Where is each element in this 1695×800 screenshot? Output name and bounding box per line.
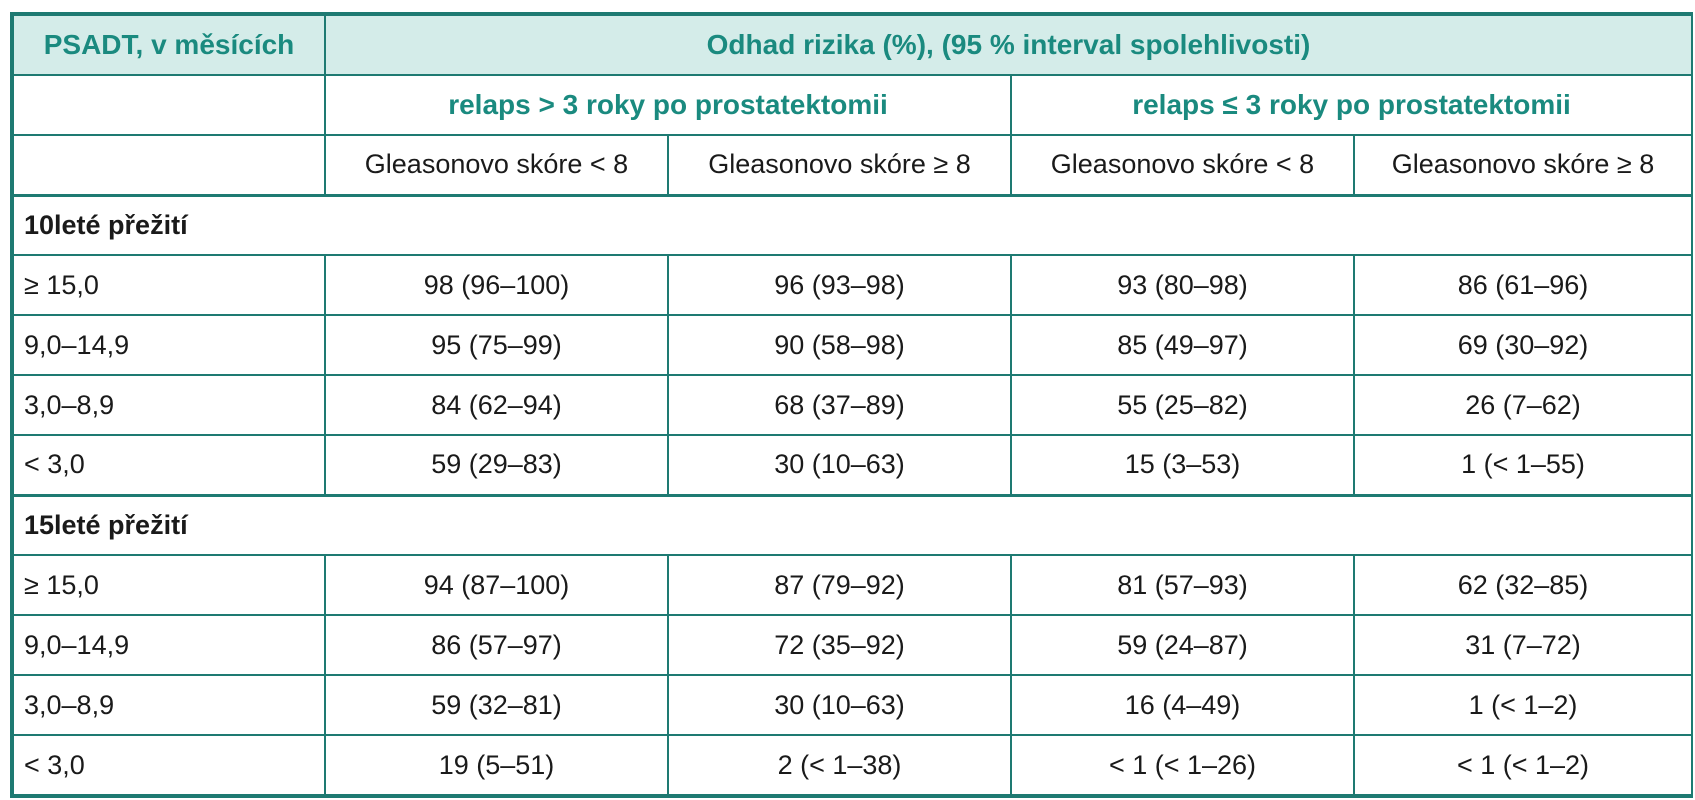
table-cell: 93 (80–98) xyxy=(1010,254,1355,316)
row-label: ≥ 15,0 xyxy=(12,554,326,616)
row-label: 9,0–14,9 xyxy=(12,314,326,376)
row-label: 9,0–14,9 xyxy=(12,614,326,676)
table-cell: < 1 (< 1–2) xyxy=(1352,734,1694,796)
table-cell: 94 (87–100) xyxy=(324,554,669,616)
table-cell: 1 (< 1–55) xyxy=(1352,434,1694,496)
table-cell: 55 (25–82) xyxy=(1010,374,1355,436)
table-cell: 59 (24–87) xyxy=(1010,614,1355,676)
table-header-row: PSADT, v měsících Odhad rizika (%), (95 … xyxy=(12,14,1694,76)
table-cell: 87 (79–92) xyxy=(667,554,1012,616)
risk-table: PSADT, v měsících Odhad rizika (%), (95 … xyxy=(11,14,1694,796)
table-cell: 95 (75–99) xyxy=(324,314,669,376)
table-cell: 26 (7–62) xyxy=(1352,374,1694,436)
risk-table-container: PSADT, v měsících Odhad rizika (%), (95 … xyxy=(10,12,1694,798)
table-row: < 3,0 59 (29–83) 30 (10–63) 15 (3–53) 1 … xyxy=(12,434,1694,496)
row-label: 3,0–8,9 xyxy=(12,674,326,736)
section-title: 10leté přežití xyxy=(11,193,1694,256)
table-cell: 19 (5–51) xyxy=(324,734,669,796)
gleason-header-row: Gleasonovo skóre < 8 Gleasonovo skóre ≥ … xyxy=(12,134,1694,196)
section-row: 15leté přežití xyxy=(11,493,1694,556)
table-cell: 90 (58–98) xyxy=(667,314,1012,376)
table-cell: 30 (10–63) xyxy=(667,434,1012,496)
table-row: 9,0–14,9 95 (75–99) 90 (58–98) 85 (49–97… xyxy=(12,314,1694,376)
group-header-late-relapse: relaps > 3 roky po prostatektomii xyxy=(324,74,1012,136)
gleason-header: Gleasonovo skóre ≥ 8 xyxy=(667,134,1012,196)
row-label: ≥ 15,0 xyxy=(12,254,326,316)
group-header-early-relapse: relaps ≤ 3 roky po prostatektomii xyxy=(1009,74,1694,136)
table-row: 9,0–14,9 86 (57–97) 72 (35–92) 59 (24–87… xyxy=(12,614,1694,676)
table-cell: 16 (4–49) xyxy=(1010,674,1355,736)
table-cell: 72 (35–92) xyxy=(667,614,1012,676)
group-header-row: relaps > 3 roky po prostatektomii relaps… xyxy=(12,74,1694,136)
table-row: ≥ 15,0 94 (87–100) 87 (79–92) 81 (57–93)… xyxy=(12,554,1694,616)
table-cell: 30 (10–63) xyxy=(667,674,1012,736)
table-cell: 69 (30–92) xyxy=(1352,314,1694,376)
table-cell: 2 (< 1–38) xyxy=(667,734,1012,796)
table-cell: 62 (32–85) xyxy=(1352,554,1694,616)
table-cell: 96 (93–98) xyxy=(667,254,1012,316)
table-cell: 31 (7–72) xyxy=(1352,614,1694,676)
table-cell: 1 (< 1–2) xyxy=(1352,674,1694,736)
table-row: 3,0–8,9 84 (62–94) 68 (37–89) 55 (25–82)… xyxy=(12,374,1694,436)
table-cell: < 1 (< 1–26) xyxy=(1010,734,1355,796)
table-cell: 84 (62–94) xyxy=(324,374,669,436)
table-cell: 98 (96–100) xyxy=(324,254,669,316)
table-row: 3,0–8,9 59 (32–81) 30 (10–63) 16 (4–49) … xyxy=(12,674,1694,736)
row-label: 3,0–8,9 xyxy=(12,374,326,436)
gleason-header: Gleasonovo skóre ≥ 8 xyxy=(1352,134,1694,196)
section-title: 15leté přežití xyxy=(11,493,1694,556)
table-row: < 3,0 19 (5–51) 2 (< 1–38) < 1 (< 1–26) … xyxy=(12,734,1694,796)
table-cell: 81 (57–93) xyxy=(1010,554,1355,616)
table-cell: 86 (61–96) xyxy=(1352,254,1694,316)
table-cell: 15 (3–53) xyxy=(1010,434,1355,496)
table-cell: 59 (29–83) xyxy=(324,434,669,496)
gleason-header: Gleasonovo skóre < 8 xyxy=(324,134,669,196)
empty-cell xyxy=(12,74,326,136)
table-cell: 85 (49–97) xyxy=(1010,314,1355,376)
section-row: 10leté přežití xyxy=(11,193,1694,256)
row-label: < 3,0 xyxy=(12,734,326,796)
risk-estimate-header: Odhad rizika (%), (95 % interval spolehl… xyxy=(323,14,1694,76)
empty-cell xyxy=(12,134,326,196)
table-cell: 86 (57–97) xyxy=(324,614,669,676)
row-label: < 3,0 xyxy=(12,434,326,496)
psadt-column-header: PSADT, v měsících xyxy=(12,14,326,76)
table-cell: 59 (32–81) xyxy=(324,674,669,736)
gleason-header: Gleasonovo skóre < 8 xyxy=(1010,134,1355,196)
table-cell: 68 (37–89) xyxy=(667,374,1012,436)
table-row: ≥ 15,0 98 (96–100) 96 (93–98) 93 (80–98)… xyxy=(12,254,1694,316)
